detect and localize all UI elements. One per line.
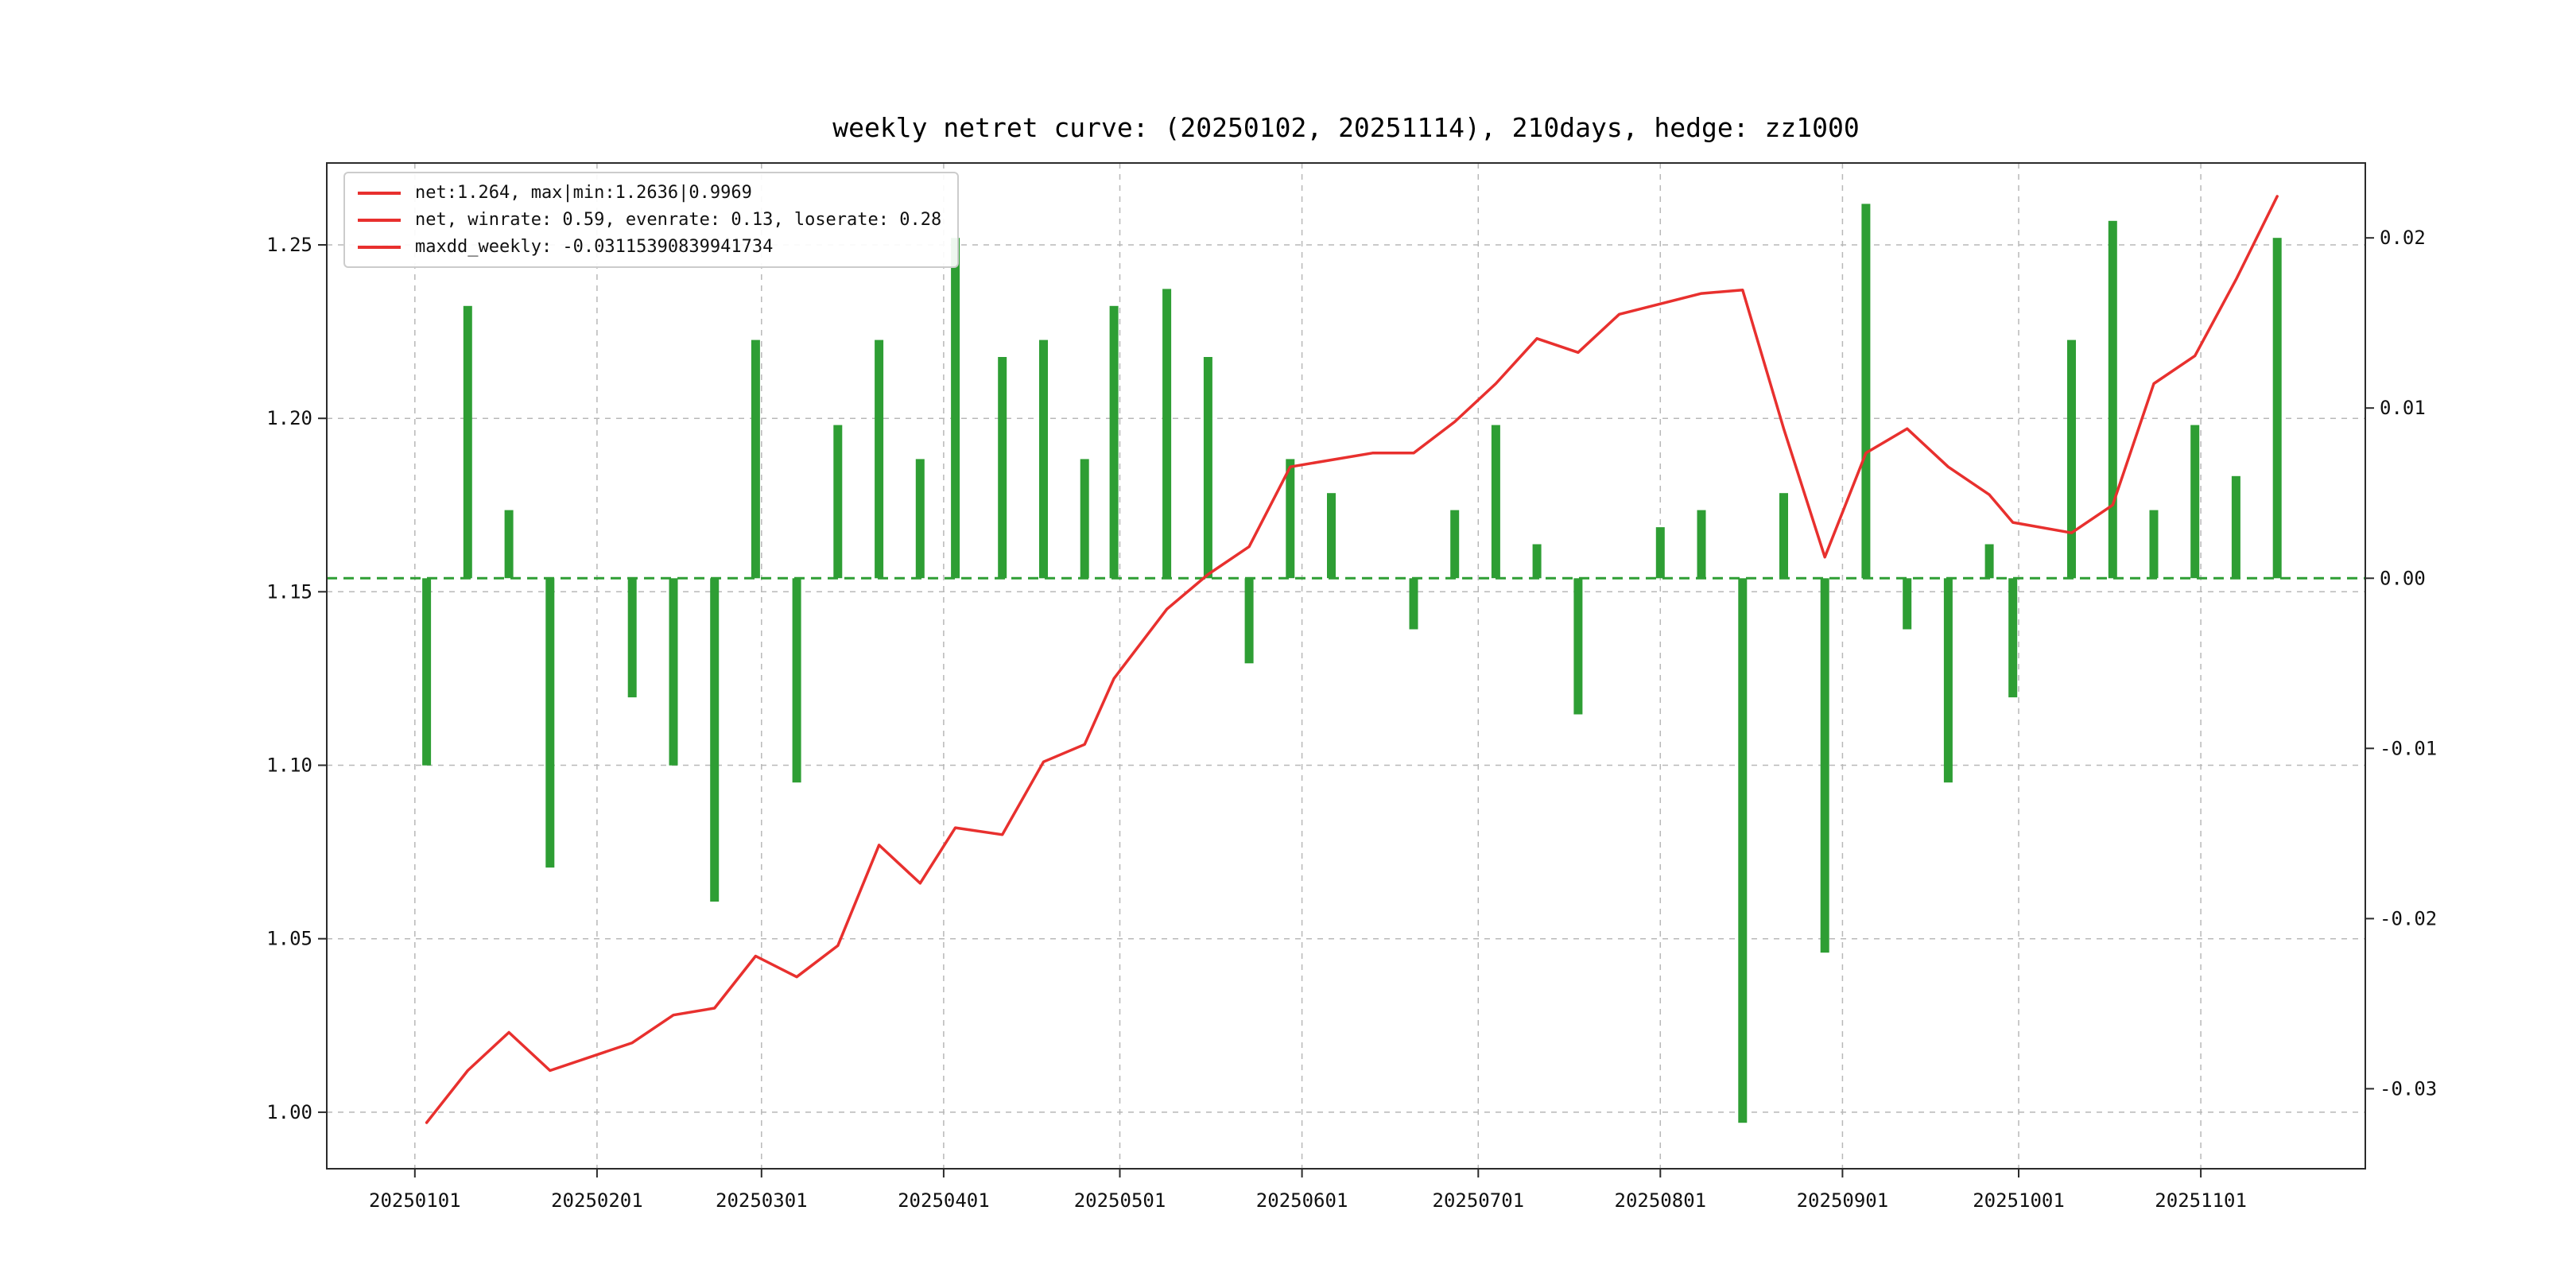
svg-text:-0.01: -0.01 <box>2380 737 2437 759</box>
return-bar <box>792 578 801 783</box>
svg-text:1.00: 1.00 <box>266 1101 312 1123</box>
return-bar <box>1409 578 1418 630</box>
x-axis-labels: 20250101 20250201 20250301 20250401 20250501… <box>369 1189 2247 1212</box>
return-bar <box>875 339 884 579</box>
return-bar <box>1203 357 1212 579</box>
svg-text:20251001: 20251001 <box>1973 1189 2065 1212</box>
svg-text:20251101: 20251101 <box>2155 1189 2247 1212</box>
return-bar <box>1327 493 1336 579</box>
return-bar <box>1573 578 1583 715</box>
return-bar <box>1450 510 1460 579</box>
return-bar <box>998 357 1007 579</box>
return-bar <box>2008 578 2018 698</box>
svg-text:20250101: 20250101 <box>369 1189 461 1212</box>
svg-text:1.25: 1.25 <box>266 234 312 256</box>
return-bar <box>1532 544 1542 579</box>
svg-text:20250301: 20250301 <box>716 1189 808 1212</box>
svg-text:20250201: 20250201 <box>551 1189 643 1212</box>
grid-lines <box>327 163 2365 1169</box>
return-bar <box>2231 475 2240 579</box>
return-bar <box>545 578 555 868</box>
plot-border <box>326 162 2366 1170</box>
return-bar <box>504 510 514 579</box>
svg-text:20250801: 20250801 <box>1615 1189 1707 1212</box>
return-bar <box>1779 493 1788 579</box>
return-bar <box>463 305 472 579</box>
legend-entry-label: maxdd_weekly: -0.03115390839941734 <box>415 237 774 257</box>
return-bar <box>1984 544 1994 579</box>
return-bar <box>915 459 925 579</box>
return-bar <box>710 578 720 902</box>
return-bar <box>2190 425 2200 579</box>
return-bar <box>951 238 960 579</box>
return-bar <box>1903 578 1912 630</box>
legend-entry-label: net:1.264, max|min:1.2636|0.9969 <box>415 183 752 203</box>
return-bar <box>2108 220 2117 579</box>
svg-text:-0.03: -0.03 <box>2380 1077 2437 1100</box>
svg-text:1.10: 1.10 <box>266 755 312 777</box>
return-bar <box>1244 578 1254 664</box>
legend-entry-maxdd: maxdd_weekly: -0.03115390839941734 <box>358 237 941 257</box>
return-bar <box>2067 339 2076 579</box>
svg-text:20250701: 20250701 <box>1433 1189 1525 1212</box>
chart-title: weekly netret curve: (20250102, 20251114… <box>832 112 1860 143</box>
svg-text:0.02: 0.02 <box>2380 227 2426 249</box>
svg-text:20250601: 20250601 <box>1256 1189 1348 1212</box>
return-bar <box>1738 578 1748 1123</box>
svg-text:1.15: 1.15 <box>266 580 312 603</box>
svg-text:-0.02: -0.02 <box>2380 907 2437 929</box>
return-bar <box>422 578 432 766</box>
svg-text:1.05: 1.05 <box>266 928 312 950</box>
return-bar <box>751 339 760 579</box>
legend-entry-net: net:1.264, max|min:1.2636|0.9969 <box>358 183 941 203</box>
return-bar <box>1080 459 1089 579</box>
left-axis-labels: 1.00 1.05 1.10 1.15 1.20 1.25 <box>266 234 312 1123</box>
legend-red-line-icon <box>358 245 401 249</box>
return-bar <box>2149 510 2159 579</box>
svg-text:20250901: 20250901 <box>1797 1189 1889 1212</box>
return-bar <box>1162 289 1172 579</box>
legend-entry-label: net, winrate: 0.59, evenrate: 0.13, lose… <box>415 210 942 230</box>
return-bar <box>1697 510 1706 579</box>
return-bar <box>2272 238 2282 579</box>
svg-text:0.00: 0.00 <box>2380 567 2426 589</box>
weekly-return-bars <box>422 204 2282 1123</box>
svg-text:20250401: 20250401 <box>898 1189 990 1212</box>
return-bar <box>1861 204 1871 579</box>
return-bar <box>1039 339 1048 579</box>
return-bar <box>1655 527 1665 579</box>
net-curve-line <box>425 195 2279 1124</box>
legend-red-line-icon <box>358 218 401 222</box>
return-bar <box>1109 305 1119 579</box>
legend-red-line-icon <box>358 191 401 195</box>
svg-text:0.01: 0.01 <box>2380 397 2426 419</box>
legend-entry-winrate: net, winrate: 0.59, evenrate: 0.13, lose… <box>358 210 941 230</box>
return-bar <box>1943 578 1953 783</box>
right-axis-labels: -0.03 -0.02 -0.01 0.00 0.01 0.02 <box>2380 227 2437 1100</box>
return-bar <box>1820 578 1829 953</box>
svg-text:20250501: 20250501 <box>1074 1189 1166 1212</box>
return-bar <box>1286 459 1295 579</box>
return-bar <box>833 425 843 579</box>
svg-text:1.20: 1.20 <box>266 407 312 429</box>
chart-legend: net:1.264, max|min:1.2636|0.9969 net, wi… <box>343 172 960 268</box>
axis-tick-marks <box>318 237 2374 1177</box>
return-bar <box>627 578 637 698</box>
return-bar <box>669 578 678 766</box>
return-bar <box>1491 425 1500 579</box>
